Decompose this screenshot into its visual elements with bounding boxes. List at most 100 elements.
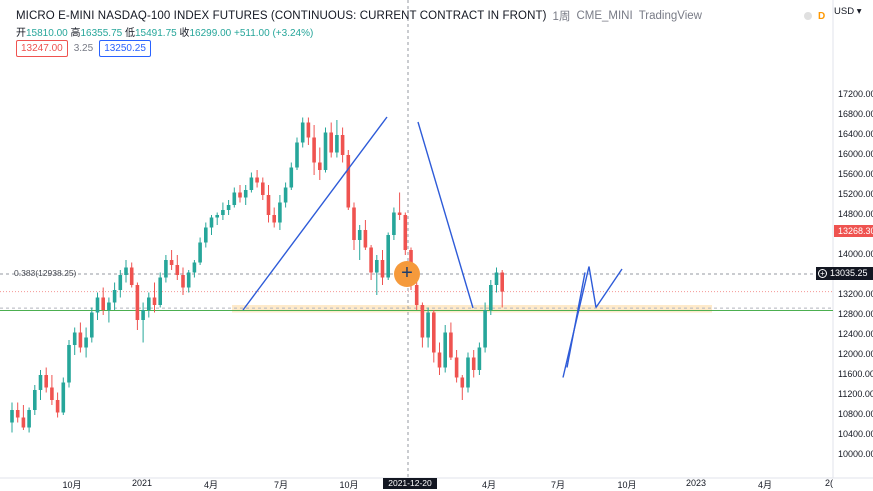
trend-line xyxy=(242,116,388,311)
candle-body xyxy=(112,290,117,303)
time-tick-label: 7月 xyxy=(273,480,289,490)
currency-label: USD xyxy=(834,6,855,17)
candle-body xyxy=(238,192,242,198)
price-tick-label: 15200.00 xyxy=(838,189,873,199)
time-tick-label: 7月 xyxy=(550,480,566,490)
candle-body xyxy=(84,337,88,348)
candle-body xyxy=(107,302,111,310)
candle-body xyxy=(50,387,54,400)
candle-body xyxy=(283,187,288,203)
candle-body xyxy=(90,312,94,338)
close-label: 收 xyxy=(179,28,190,39)
candle-body xyxy=(386,235,390,278)
chevron-down-icon: ▾ xyxy=(856,6,862,17)
open-value: 15810.00 xyxy=(26,28,68,39)
candle-body xyxy=(129,267,134,285)
candle-body xyxy=(226,205,231,210)
price-tick-label: 13200.00 xyxy=(838,289,873,299)
time-tick-label: 4月 xyxy=(203,480,219,490)
price-tick-label: 11600.00 xyxy=(838,369,873,379)
candle-body xyxy=(437,352,442,368)
currency-selector[interactable]: USD ▾ xyxy=(834,6,861,17)
candle-body xyxy=(141,310,145,320)
sell-button[interactable]: 13247.00 xyxy=(16,40,68,57)
candle-body xyxy=(135,285,140,320)
candle-body xyxy=(346,155,351,208)
candle-body xyxy=(243,190,248,198)
candle-body xyxy=(432,312,436,353)
candle-body xyxy=(494,272,499,285)
trend-line xyxy=(588,266,597,308)
time-tick-label: 10月 xyxy=(617,480,637,490)
candle-body xyxy=(181,275,185,288)
fib-level-label: 0.383(12938.25) xyxy=(14,268,77,278)
candle-body xyxy=(249,177,254,190)
candle-body xyxy=(380,260,385,278)
candle-body xyxy=(375,260,379,273)
candle-body xyxy=(21,417,26,428)
price-tick-label: 10400.00 xyxy=(838,429,873,439)
candle-body xyxy=(61,382,66,413)
candle-body xyxy=(477,347,482,370)
candle-body xyxy=(158,277,162,305)
candle-body xyxy=(312,137,316,163)
candle-body xyxy=(323,132,328,170)
price-tick-label: 12000.00 xyxy=(838,349,873,359)
candle-body xyxy=(198,242,202,263)
candle-body xyxy=(232,192,237,205)
candle-body xyxy=(44,375,48,388)
time-tick-label: 10月 xyxy=(339,480,359,490)
current-price-label[interactable]: + 13035.25 xyxy=(816,267,873,280)
candle-body xyxy=(454,357,459,378)
time-tick-label: 10月 xyxy=(62,480,82,490)
candle-body xyxy=(101,297,105,310)
price-tick-label: 16400.00 xyxy=(838,129,873,139)
market-status-icon[interactable] xyxy=(803,12,812,20)
candle-body xyxy=(460,377,465,388)
candle-body xyxy=(186,272,191,288)
candle-body xyxy=(278,202,282,223)
delayed-data-badge[interactable]: D xyxy=(817,10,826,22)
trade-panel: 13247.00 3.25 13250.25 xyxy=(16,40,151,57)
candle-body xyxy=(369,247,373,273)
candle-body xyxy=(78,332,83,348)
candle-body xyxy=(466,357,470,388)
candle-body xyxy=(124,267,128,275)
candle-body xyxy=(318,162,322,170)
candle-body xyxy=(300,122,305,143)
candle-body xyxy=(420,305,425,338)
crosshair-plus-icon[interactable]: + xyxy=(394,261,420,287)
candle-body xyxy=(363,230,368,248)
candle-body xyxy=(329,132,333,153)
spread-value: 3.25 xyxy=(73,43,94,54)
candle-body xyxy=(471,357,476,370)
price-tick-label: 16800.00 xyxy=(838,109,873,119)
interval-label[interactable]: 1周 xyxy=(552,11,571,23)
candle-body xyxy=(500,272,504,292)
price-tick-label: 17200.00 xyxy=(838,89,873,99)
candle-body xyxy=(147,297,151,310)
price-tick-label: 12400.00 xyxy=(838,329,873,339)
candle-body xyxy=(414,285,419,305)
crosshair-time-label: 2021-12-20 xyxy=(383,478,437,489)
candle-body xyxy=(295,142,299,168)
candle-body xyxy=(443,332,447,368)
time-tick-label: 4月 xyxy=(481,480,497,490)
candle-body xyxy=(192,262,197,273)
low-value: 15491.75 xyxy=(135,28,177,39)
candle-body xyxy=(340,135,345,155)
price-tick-label: 16000.00 xyxy=(838,149,873,159)
candle-body xyxy=(209,217,214,228)
buy-button[interactable]: 13250.25 xyxy=(99,40,151,57)
marker-price-label: 13268.30 xyxy=(834,225,873,237)
plus-circle-icon[interactable]: + xyxy=(818,269,827,278)
symbol-title[interactable]: MICRO E-MINI NASDAQ-100 INDEX FUTURES (C… xyxy=(16,10,547,22)
trend-line xyxy=(417,121,474,309)
price-tick-label: 11200.00 xyxy=(838,389,873,399)
candle-body xyxy=(15,410,20,418)
ohlc-legend: 开15810.00 高16355.75 低15491.75 收16299.00 … xyxy=(16,24,313,39)
candle-body xyxy=(272,215,276,223)
candle-body xyxy=(489,285,493,310)
symbol-header: MICRO E-MINI NASDAQ-100 INDEX FUTURES (C… xyxy=(16,8,825,24)
